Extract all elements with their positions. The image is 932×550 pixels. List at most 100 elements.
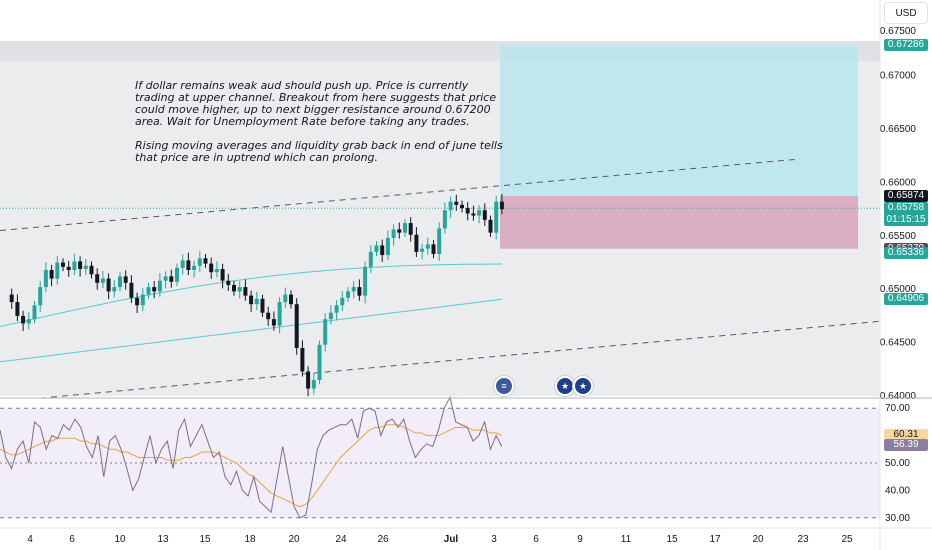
candle-body	[55, 262, 60, 279]
candle-body	[294, 304, 299, 348]
candle-body	[249, 295, 254, 305]
candle-body	[15, 302, 20, 316]
time-tick-label: 20	[752, 534, 764, 545]
candle-body	[197, 258, 202, 266]
candle-body	[277, 302, 282, 326]
candle-body	[420, 248, 425, 252]
candle-body	[311, 379, 316, 389]
candle-body	[397, 229, 402, 233]
candle-body	[363, 266, 368, 296]
candle-body	[323, 319, 328, 345]
time-tick-label: 4	[27, 534, 33, 545]
candle-body	[152, 287, 157, 292]
rsi-tick-label: 30.00	[885, 513, 910, 524]
time-tick-label: Jul	[444, 534, 459, 545]
candle-body	[140, 294, 145, 306]
moving-average-2	[0, 298, 502, 363]
time-tick-label: 10	[114, 534, 126, 545]
candle-body	[300, 347, 305, 372]
candle-body	[403, 223, 407, 233]
candle-body	[21, 315, 26, 324]
candle-body	[283, 294, 288, 303]
candle-body	[431, 244, 436, 254]
candle-body	[340, 297, 345, 306]
au-flag-icon[interactable]: ★	[555, 376, 575, 396]
rsi-ma-line	[0, 424, 503, 508]
candle-body	[346, 291, 350, 298]
candle-body	[460, 204, 464, 209]
candle-body	[175, 267, 179, 282]
candle-body	[146, 287, 151, 295]
time-tick-label: 6	[69, 534, 75, 545]
candle-body	[380, 245, 385, 256]
time-tick-label: 9	[577, 534, 583, 545]
candle-body	[32, 305, 37, 320]
candle-body	[266, 312, 271, 320]
candle-body	[425, 244, 430, 249]
countdown-label: 01:15:15	[886, 214, 926, 226]
candle-body	[163, 276, 168, 281]
candle-body	[374, 245, 379, 252]
candle-body	[317, 344, 322, 380]
candle-body	[437, 228, 442, 254]
rsi-value-tag: 56.39	[884, 439, 928, 452]
candle-body	[220, 268, 225, 281]
candle-body	[482, 210, 487, 220]
rsi-tick-label: 40.00	[885, 485, 910, 496]
candle-body	[391, 229, 396, 238]
price-tick-label: 0.66000	[880, 177, 917, 188]
time-tick-label: 3	[491, 534, 497, 545]
candle-body	[61, 262, 65, 267]
candle-body	[123, 276, 128, 283]
time-tick-label: 15	[666, 534, 678, 545]
candle-body	[89, 265, 94, 275]
price-tick-label: 0.64000	[880, 391, 917, 402]
time-tick-label: 17	[709, 534, 721, 545]
candle-body	[83, 265, 88, 269]
candle-body	[9, 294, 14, 303]
time-tick-label: 20	[288, 534, 300, 545]
candle-body	[232, 284, 236, 292]
price-tick-label: 0.65000	[880, 284, 917, 295]
candle-body	[237, 287, 242, 292]
price-tag-current: 0.65758 01:15:15	[884, 202, 928, 227]
candle-body	[357, 287, 362, 296]
candle-body	[49, 270, 54, 279]
candle-body	[26, 319, 31, 324]
candle-body	[448, 201, 453, 211]
currency-button[interactable]: USD	[884, 2, 928, 24]
price-tag-dark: 0.65874	[884, 189, 928, 202]
candle-body	[477, 210, 482, 216]
candle-body	[494, 201, 499, 233]
candle-body	[135, 297, 140, 306]
candle-body	[157, 280, 162, 292]
candle-body	[112, 287, 117, 292]
target-zone	[500, 45, 858, 196]
candle-body	[78, 261, 83, 269]
analysis-note[interactable]: If dollar remains weak aud should push u…	[135, 80, 505, 176]
candle-body	[289, 294, 293, 305]
time-tick-label: 25	[841, 534, 853, 545]
price-tick-label: 0.64500	[880, 338, 917, 349]
price-tick-label-partial: 0.67500	[880, 26, 917, 37]
candle-body	[192, 265, 197, 271]
candle-body	[408, 223, 413, 235]
candle-body	[260, 298, 265, 313]
rsi-tick-label: 50.00	[885, 458, 910, 469]
candle-body	[499, 201, 504, 210]
time-tick-label: 15	[199, 534, 211, 545]
candle-body	[129, 282, 134, 298]
candle-body	[118, 276, 122, 288]
rsi-background	[0, 400, 880, 528]
candle-body	[442, 210, 447, 229]
candle-body	[351, 287, 356, 292]
moving-average-1	[0, 263, 502, 328]
price-tag-ma: 0.65336	[884, 247, 928, 260]
candle-body	[243, 287, 248, 296]
candle-body	[254, 298, 259, 305]
us-flag-icon[interactable]: ≡	[494, 376, 514, 396]
au-flag-icon[interactable]: ★	[573, 376, 593, 396]
candle-body	[414, 234, 419, 252]
